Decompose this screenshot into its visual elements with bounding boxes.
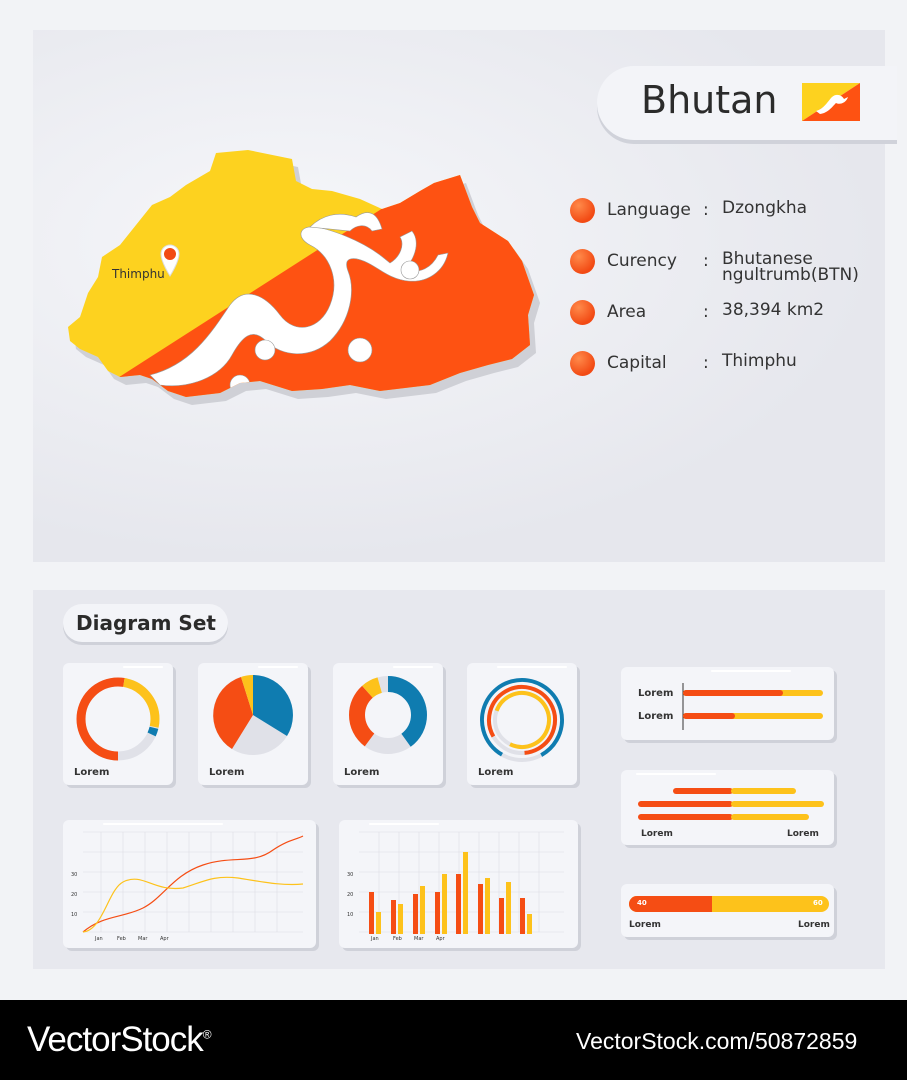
bhutan-flag-icon [802, 83, 860, 121]
x-tick: Apr [160, 936, 170, 942]
bullet-icon [570, 300, 595, 325]
y-tick: 10 [347, 912, 353, 918]
info-colon: : [703, 251, 709, 271]
x-tick: Feb [393, 936, 402, 942]
flag-orange-field [68, 150, 534, 397]
bar-label: Lorem [641, 829, 673, 839]
info-colon: : [703, 200, 709, 220]
bar-label: Lorem [798, 920, 830, 930]
donut-card-2: Lorem [333, 663, 443, 785]
x-tick: Mar [138, 936, 148, 942]
y-tick: 10 [71, 912, 77, 918]
bullet-icon [570, 249, 595, 274]
line-chart: 30 20 10 Jan Feb Mar Apr [71, 831, 304, 942]
info-row-language: Language : Dzongkha [570, 196, 880, 236]
diverging-bar-chart [638, 788, 824, 820]
pie-card: Lorem [198, 663, 308, 785]
y-tick: 30 [71, 872, 77, 878]
donut-chart [349, 676, 427, 754]
info-label: Area [607, 302, 647, 322]
bar-chart-card: 30 20 10 Jan Feb Mar Apr [339, 820, 578, 948]
diagram-set-title: Diagram Set [76, 611, 216, 635]
split-bar-left-value: 40 [637, 899, 647, 907]
x-tick: Apr [436, 936, 446, 942]
image-id-text: VectorStock.com/50872859 [576, 1028, 858, 1054]
donut-chart [76, 677, 160, 761]
split-bar-right-value: 60 [813, 899, 823, 907]
x-tick: Jan [94, 936, 103, 942]
info-value: Bhutanese ngultrumb(BTN) [722, 249, 859, 285]
donut-card-1: Lorem [63, 663, 173, 785]
line-chart-card: 30 20 10 Jan Feb Mar Apr [63, 820, 316, 948]
bar-label: Lorem [638, 711, 674, 722]
bhutan-map [60, 145, 540, 415]
rings-card: Lorem [467, 663, 577, 785]
y-tick: 20 [347, 892, 353, 898]
info-value: Dzongkha [722, 198, 808, 218]
info-value: Thimphu [722, 351, 797, 371]
horizontal-bar-chart [682, 683, 823, 730]
info-row-capital: Capital : Thimphu [570, 349, 880, 389]
info-value: 38,394 km2 [722, 300, 825, 320]
location-pin-icon[interactable] [160, 243, 180, 281]
bar-chart: 30 20 10 Jan Feb Mar Apr [347, 831, 564, 942]
split-bar [629, 896, 829, 912]
info-label: Capital [607, 353, 667, 373]
bullet-icon [570, 198, 595, 223]
hbar-card-a: Lorem Lorem [621, 667, 834, 740]
x-tick: Jan [370, 936, 379, 942]
x-tick: Feb [117, 936, 126, 942]
card-caption: Lorem [74, 767, 110, 778]
info-row-area: Area : 38,394 km2 [570, 298, 880, 338]
card-caption: Lorem [209, 767, 245, 778]
y-tick: 30 [347, 872, 353, 878]
split-bar-card: 40 60 Lorem Lorem [621, 884, 834, 937]
bar-label: Lorem [638, 688, 674, 699]
info-row-currency: Curency : Bhutanese ngultrumb(BTN) [570, 247, 880, 287]
info-colon: : [703, 302, 709, 322]
card-caption: Lorem [344, 767, 380, 778]
x-tick: Mar [414, 936, 424, 942]
bar-label: Lorem [787, 829, 819, 839]
info-label: Language [607, 200, 691, 220]
country-title-pill: Bhutan [597, 66, 897, 140]
capital-city-label: Thimphu [112, 267, 165, 281]
info-label: Curency [607, 251, 677, 271]
country-title: Bhutan [641, 78, 778, 122]
y-tick: 20 [71, 892, 77, 898]
hbar-card-b: Lorem Lorem [621, 770, 834, 845]
diagram-set-title-pill: Diagram Set [63, 604, 228, 642]
radial-bar-chart [480, 678, 564, 762]
bullet-icon [570, 351, 595, 376]
bar-label: Lorem [629, 920, 661, 930]
vectorstock-logo: VectorStock® [27, 1020, 212, 1059]
card-caption: Lorem [478, 767, 514, 778]
watermark-footer: VectorStock® VectorStock.com/50872859 [0, 1000, 907, 1080]
info-colon: : [703, 353, 709, 373]
pie-chart [213, 675, 293, 755]
